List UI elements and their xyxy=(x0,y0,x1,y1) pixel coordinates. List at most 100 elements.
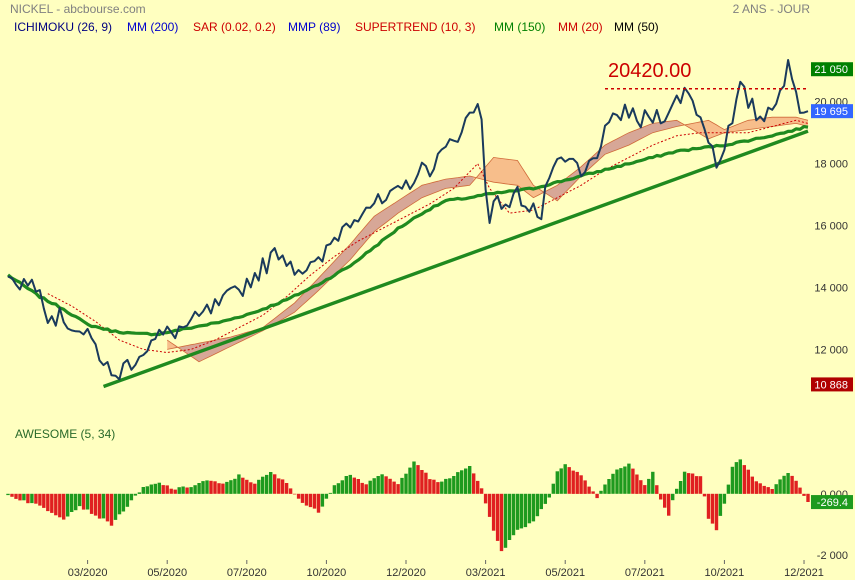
trend-line[interactable] xyxy=(102,129,809,389)
awesome-bar xyxy=(300,493,305,503)
indicator-label[interactable]: ICHIMOKU (26, 9) xyxy=(14,20,112,34)
indicator-label[interactable]: SAR (0.02, 0.2) xyxy=(193,20,276,34)
indicator-label[interactable]: MM (150) xyxy=(494,20,545,34)
awesome-bar xyxy=(766,487,770,494)
indicator-label[interactable]: MM (20) xyxy=(558,20,603,34)
ichimoku-span-a-line xyxy=(166,116,809,363)
awesome-bar xyxy=(189,487,193,494)
awesome-bar xyxy=(221,483,225,494)
awesome-bar xyxy=(671,493,675,501)
awesome-bar xyxy=(647,478,651,494)
awesome-bar xyxy=(782,475,786,494)
oscillator-title: AWESOME (5, 34) xyxy=(15,427,115,441)
oscillator-last-tag: -269.4 xyxy=(817,497,848,509)
x-tick-label: 03/2021 xyxy=(466,567,506,579)
awesome-bar xyxy=(678,481,683,494)
awesome-bar xyxy=(515,493,520,530)
awesome-bar xyxy=(352,477,356,494)
indicator-label[interactable]: SUPERTREND (10, 3) xyxy=(355,20,475,34)
awesome-bar xyxy=(483,493,488,504)
awesome-bar xyxy=(599,490,603,494)
y-tick-label: 18 000 xyxy=(814,159,848,171)
awesome-bar xyxy=(153,483,157,494)
awesome-bar xyxy=(635,474,639,494)
awesome-bar xyxy=(710,493,715,524)
awesome-bar xyxy=(149,484,153,494)
awesome-bar xyxy=(460,470,464,494)
awesome-bar xyxy=(495,493,500,541)
awesome-bar xyxy=(18,493,22,501)
ichimoku-cloud-area xyxy=(680,117,808,139)
awesome-bar xyxy=(78,493,82,507)
awesome-bar xyxy=(786,473,790,494)
awesome-bar xyxy=(555,471,559,494)
indicator-label[interactable]: MM (200) xyxy=(127,20,178,34)
awesome-bar xyxy=(30,493,34,504)
awesome-bar xyxy=(356,479,360,494)
awesome-bar xyxy=(412,461,416,494)
awesome-bar xyxy=(519,493,524,529)
high-price-tag: 21 050 xyxy=(814,64,848,76)
awesome-bar xyxy=(376,476,380,494)
awesome-bar xyxy=(690,473,695,494)
awesome-bar xyxy=(611,473,615,494)
awesome-bar xyxy=(113,493,118,520)
awesome-bar xyxy=(698,476,703,494)
awesome-bar xyxy=(336,483,341,494)
low-price-tag: 10 868 xyxy=(814,379,848,391)
awesome-bar xyxy=(408,467,412,494)
awesome-bar xyxy=(448,478,452,494)
awesome-bar xyxy=(165,485,169,494)
awesome-bar xyxy=(420,470,424,494)
period-label[interactable]: 2 ANS - JOUR xyxy=(733,2,811,16)
indicator-label[interactable]: MM (50) xyxy=(614,20,659,34)
awesome-bar xyxy=(213,481,217,494)
y-tick-label: 16 000 xyxy=(814,221,848,233)
awesome-bar xyxy=(253,483,257,494)
awesome-bar xyxy=(456,472,460,494)
awesome-bar xyxy=(802,493,806,496)
awesome-bar xyxy=(54,493,58,516)
awesome-bar xyxy=(50,493,54,513)
awesome-bar xyxy=(539,493,543,510)
awesome-bar xyxy=(595,493,599,499)
awesome-bar xyxy=(292,493,297,495)
awesome-bar xyxy=(416,465,420,494)
awesome-bar xyxy=(726,484,731,494)
awesome-bar xyxy=(380,474,384,494)
awesome-bar xyxy=(651,471,655,494)
awesome-bar xyxy=(241,477,245,494)
y-tick-label: 12 000 xyxy=(814,344,848,356)
awesome-bar xyxy=(491,493,496,531)
awesome-bar xyxy=(145,486,149,494)
awesome-bar xyxy=(117,493,122,515)
low-price-tag-box xyxy=(811,377,853,392)
awesome-bar xyxy=(105,493,110,522)
awesome-bar xyxy=(790,475,794,494)
awesome-bar xyxy=(74,493,78,511)
awesome-bar xyxy=(125,493,130,507)
awesome-bar xyxy=(304,493,309,506)
awesome-bar xyxy=(603,484,607,494)
awesome-bar xyxy=(746,469,750,494)
awesome-bar xyxy=(284,483,289,494)
awesome-bar xyxy=(778,479,782,494)
awesome-bar xyxy=(567,467,571,494)
awesome-bar xyxy=(794,480,798,494)
awesome-bar xyxy=(487,493,492,517)
x-tick-label: 07/2020 xyxy=(227,567,267,579)
awesome-bar xyxy=(157,482,161,494)
awesome-bar xyxy=(332,485,337,494)
awesome-bar xyxy=(328,492,333,494)
indicator-label[interactable]: MMP (89) xyxy=(288,20,340,34)
ichimoku-span-b-line xyxy=(167,119,809,350)
awesome-bar xyxy=(392,481,396,494)
awesome-bar xyxy=(706,493,711,519)
awesome-bar xyxy=(364,484,368,494)
awesome-bar xyxy=(400,477,404,494)
awesome-bar xyxy=(161,485,165,494)
awesome-bar xyxy=(694,476,699,494)
awesome-bar xyxy=(559,468,563,494)
awesome-bar xyxy=(22,493,26,501)
